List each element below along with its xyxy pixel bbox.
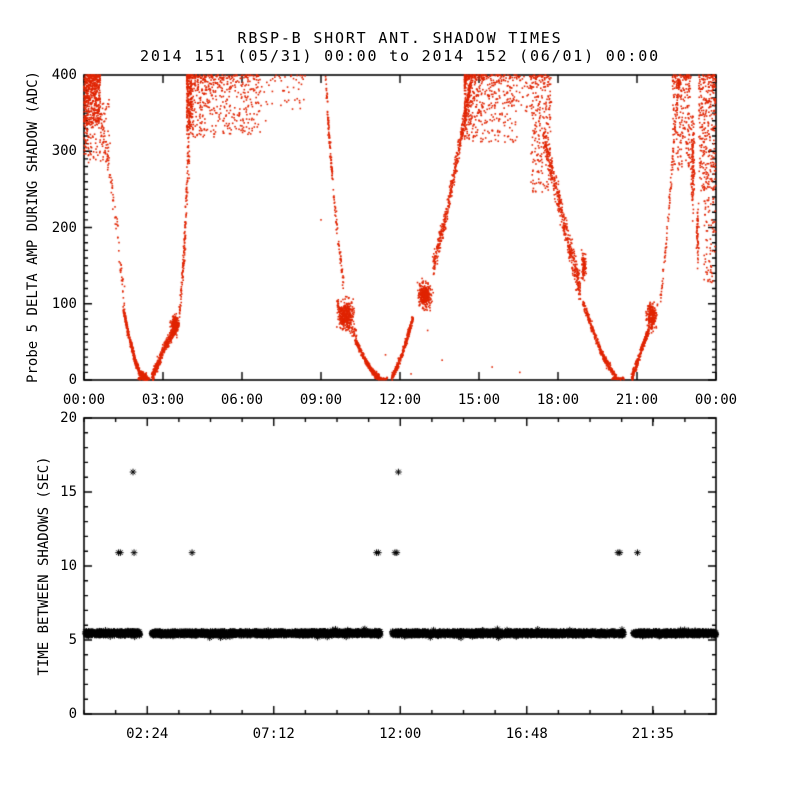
y-tick-label: 20 (60, 410, 77, 426)
y-tick-label: 400 (51, 67, 77, 83)
x-tick-label: 18:00 (536, 392, 580, 408)
x-tick-label: 12:00 (378, 392, 422, 408)
x-tick-label: 12:00 (379, 726, 422, 742)
x-tick-label: 00:00 (694, 392, 738, 408)
y-tick-label: 0 (68, 706, 77, 722)
y-tick-label: 300 (51, 143, 77, 160)
y-tick-label: 0 (68, 372, 77, 388)
chart-title: RBSP-B SHORT ANT. SHADOW TIMES (237, 29, 563, 47)
y-tick-label: 100 (51, 295, 77, 312)
x-tick-label: 00:00 (62, 392, 106, 408)
x-tick-label: 15:00 (457, 392, 501, 408)
x-tick-label: 03:00 (141, 392, 185, 408)
x-tick-label: 21:35 (631, 726, 674, 742)
x-tick-label: 09:00 (299, 392, 343, 408)
x-tick-label: 16:48 (505, 726, 548, 742)
x-tick-label: 07:12 (252, 726, 295, 742)
x-tick-label: 02:24 (126, 726, 169, 742)
y-tick-label: 200 (51, 219, 77, 236)
x-tick-label: 06:00 (220, 392, 264, 408)
x-tick-label: 21:00 (615, 392, 659, 408)
y-tick-label: 15 (60, 484, 77, 500)
y-tick-label: 10 (60, 558, 77, 574)
y-tick-label: 5 (68, 632, 77, 648)
chart-subtitle: 2014 151 (05/31) 00:00 to 2014 152 (06/0… (140, 47, 660, 65)
